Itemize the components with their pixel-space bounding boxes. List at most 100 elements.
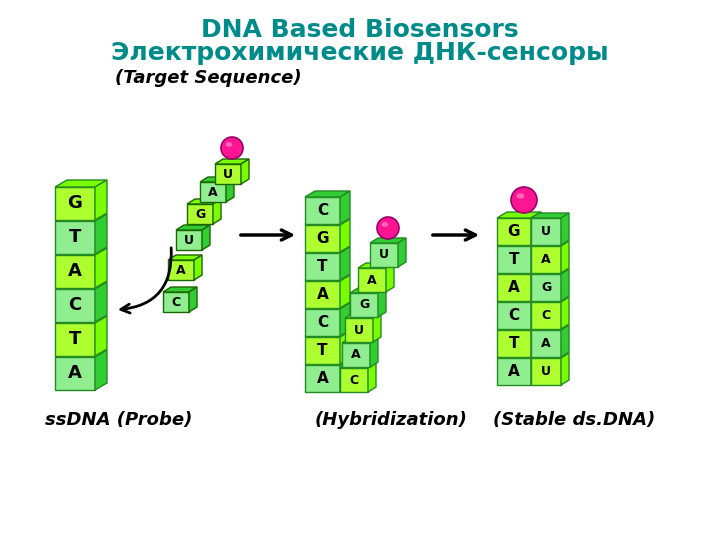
Polygon shape — [345, 318, 373, 342]
Polygon shape — [55, 282, 107, 289]
Polygon shape — [305, 337, 340, 364]
Polygon shape — [531, 302, 561, 329]
Polygon shape — [305, 225, 340, 252]
FancyArrowPatch shape — [121, 248, 171, 313]
Polygon shape — [163, 292, 189, 312]
Polygon shape — [561, 325, 569, 357]
Polygon shape — [95, 350, 107, 390]
Polygon shape — [305, 219, 350, 225]
Text: G: G — [541, 281, 551, 294]
Ellipse shape — [221, 137, 243, 159]
Polygon shape — [163, 287, 197, 292]
Text: T: T — [318, 343, 328, 358]
Text: A: A — [508, 364, 520, 379]
Polygon shape — [55, 187, 95, 220]
Polygon shape — [213, 199, 221, 224]
Polygon shape — [561, 353, 569, 385]
Polygon shape — [305, 253, 340, 280]
Polygon shape — [350, 288, 386, 293]
Polygon shape — [55, 289, 95, 322]
Polygon shape — [168, 255, 202, 260]
Text: A: A — [68, 364, 82, 382]
Polygon shape — [55, 323, 95, 356]
Text: T: T — [509, 252, 519, 267]
Polygon shape — [189, 287, 197, 312]
Text: U: U — [223, 167, 233, 180]
Text: A: A — [317, 287, 328, 302]
Polygon shape — [531, 268, 541, 301]
Ellipse shape — [511, 187, 537, 213]
Polygon shape — [305, 331, 350, 337]
Polygon shape — [561, 297, 569, 329]
Polygon shape — [497, 246, 531, 273]
Text: A: A — [508, 280, 520, 295]
Text: A: A — [208, 186, 218, 199]
Text: (Hybridization): (Hybridization) — [315, 411, 468, 429]
Polygon shape — [531, 246, 561, 273]
Text: G: G — [195, 207, 205, 220]
Polygon shape — [531, 274, 561, 301]
Polygon shape — [531, 269, 569, 274]
Text: Электрохимические ДНК-сенсоры: Электрохимические ДНК-сенсоры — [111, 41, 609, 65]
Text: T: T — [69, 228, 81, 246]
Polygon shape — [305, 309, 340, 336]
Polygon shape — [368, 363, 376, 392]
Ellipse shape — [516, 193, 524, 199]
Polygon shape — [358, 268, 386, 292]
Polygon shape — [340, 359, 350, 392]
Polygon shape — [531, 240, 541, 273]
Polygon shape — [373, 313, 381, 342]
Polygon shape — [370, 243, 398, 267]
Text: C: C — [349, 374, 359, 387]
Polygon shape — [497, 302, 531, 329]
Polygon shape — [531, 241, 569, 246]
Text: T: T — [69, 330, 81, 348]
Polygon shape — [386, 263, 394, 292]
Polygon shape — [497, 218, 531, 245]
Polygon shape — [176, 230, 202, 250]
Polygon shape — [305, 191, 350, 197]
Text: DNA Based Biosensors: DNA Based Biosensors — [201, 18, 519, 42]
Text: A: A — [541, 337, 551, 350]
Polygon shape — [531, 296, 541, 329]
Polygon shape — [305, 303, 350, 309]
Polygon shape — [531, 212, 541, 245]
Polygon shape — [55, 221, 95, 254]
Text: ssDNA (Probe): ssDNA (Probe) — [45, 411, 192, 429]
Polygon shape — [187, 204, 213, 224]
Polygon shape — [95, 282, 107, 322]
Polygon shape — [55, 316, 107, 323]
Polygon shape — [531, 324, 541, 357]
Polygon shape — [200, 177, 234, 182]
Polygon shape — [340, 363, 376, 368]
Polygon shape — [342, 338, 378, 343]
Polygon shape — [531, 353, 569, 358]
Text: C: C — [68, 296, 81, 314]
Polygon shape — [340, 303, 350, 336]
Polygon shape — [398, 238, 406, 267]
Polygon shape — [342, 343, 370, 367]
Polygon shape — [55, 357, 95, 390]
Text: T: T — [509, 336, 519, 351]
Polygon shape — [55, 350, 107, 357]
Polygon shape — [215, 159, 249, 164]
Polygon shape — [55, 255, 95, 288]
Text: C: C — [541, 309, 551, 322]
Polygon shape — [531, 213, 569, 218]
Text: A: A — [317, 371, 328, 386]
Polygon shape — [531, 330, 561, 357]
Polygon shape — [497, 240, 541, 246]
Polygon shape — [241, 159, 249, 184]
Text: (Target Sequence): (Target Sequence) — [115, 69, 302, 87]
Polygon shape — [531, 358, 561, 385]
Polygon shape — [345, 313, 381, 318]
Text: U: U — [379, 248, 389, 261]
Polygon shape — [531, 325, 569, 330]
Polygon shape — [497, 212, 541, 218]
Polygon shape — [176, 225, 210, 230]
Ellipse shape — [225, 142, 233, 147]
Polygon shape — [340, 275, 350, 308]
Polygon shape — [55, 214, 107, 221]
Polygon shape — [340, 247, 350, 280]
Text: C: C — [171, 295, 181, 308]
